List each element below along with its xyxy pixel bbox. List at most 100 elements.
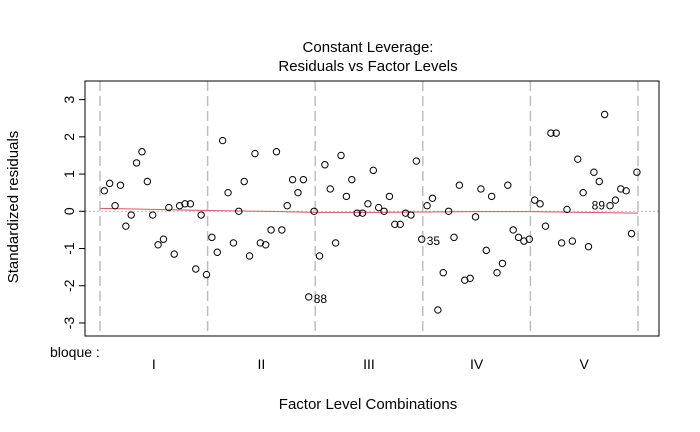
y-tick-label: 2 [61,133,77,141]
residual-point [574,155,582,163]
residual-point [536,200,544,208]
residual-point [444,207,453,215]
y-axis-title: Standardized residuals [5,131,22,284]
residual-point [165,203,173,212]
residual-point [514,233,523,242]
residual-point [100,187,109,195]
residual-point [622,187,630,195]
residual-point [434,306,442,314]
residual-point [283,202,291,210]
residual-point [159,235,168,243]
residual-point [342,192,351,201]
outlier-label: 88 [314,292,328,306]
residual-point [498,259,507,268]
residual-point [358,209,367,217]
outlier-label: 89 [592,199,606,213]
residual-point [262,241,270,249]
factor-level-label: V [580,356,590,372]
residual-point [105,179,114,188]
residual-point [154,241,162,249]
residual-point [504,181,512,189]
residual-point [552,129,560,137]
residual-point [633,168,641,176]
smoothed-trend-line [99,207,639,214]
y-tick-label: -1 [61,242,77,255]
y-tick-label: -3 [61,317,77,330]
residual-point [423,202,431,210]
residual-point [235,207,243,215]
residual-point [315,252,324,260]
y-tick-label: 3 [61,96,77,104]
y-tick-label: -2 [61,279,77,292]
residual-point [557,239,566,247]
residual-point [563,205,571,214]
residual-point [391,220,399,229]
residual-point [202,270,211,279]
residual-point [482,246,490,255]
residual-point [132,159,141,167]
x-axis-title: Factor Level Combinations [279,396,457,413]
residual-point [181,200,189,208]
residual-point [245,252,254,260]
residual-point [213,248,221,256]
residual-point [170,250,178,258]
residual-point [590,168,598,176]
residual-point [331,239,340,247]
residual-point [606,202,614,210]
residual-point [450,233,458,242]
residual-point [396,220,404,229]
residual-point [197,211,205,219]
chart-title-line-1: Constant Leverage: [303,39,434,56]
residual-point [111,202,119,210]
residual-point [455,181,464,189]
residual-point [568,237,577,245]
outlier-label: 35 [427,234,441,248]
residual-point [493,269,501,277]
residual-point [471,213,480,221]
y-tick-label: 0 [61,207,77,215]
residual-point [122,222,130,230]
residual-point [116,181,125,189]
residual-point [278,226,286,234]
residual-point [240,177,248,186]
residual-point [299,175,308,184]
residual-point [310,207,318,215]
residual-point [337,151,345,160]
residual-point [487,192,496,201]
factor-name-label: bloque : [50,344,100,360]
residual-point [466,274,474,282]
residual-point [353,209,361,217]
outlier-labels: 35 88 89 [314,199,606,306]
residual-point [305,293,313,301]
residual-point [418,235,426,243]
residual-point [595,177,603,186]
residual-point [229,239,238,247]
residual-point [407,211,415,219]
residual-point [251,149,259,158]
residual-point [218,136,227,145]
residual-point [611,196,620,204]
residual-point [547,129,555,137]
residual-point [385,192,394,201]
residual-point [149,211,157,219]
residual-point [584,242,593,251]
residual-point [127,211,135,219]
residual-point [579,188,587,197]
factor-level-labels: I II III IV V [152,356,590,372]
residual-point [374,203,383,212]
residual-point [186,200,195,208]
residual-point [428,194,437,202]
y-axis: -3 -2 -1 0 1 2 3 [61,96,85,330]
residual-point [326,185,334,193]
residual-point [138,148,146,156]
factor-level-label: I [152,356,156,372]
residual-point [208,233,216,242]
residual-point [224,188,232,197]
residual-point [531,196,539,204]
residual-point [477,185,485,193]
residual-point [412,157,421,165]
residual-point [294,188,302,197]
residual-points [100,110,641,314]
residual-point [541,222,550,230]
